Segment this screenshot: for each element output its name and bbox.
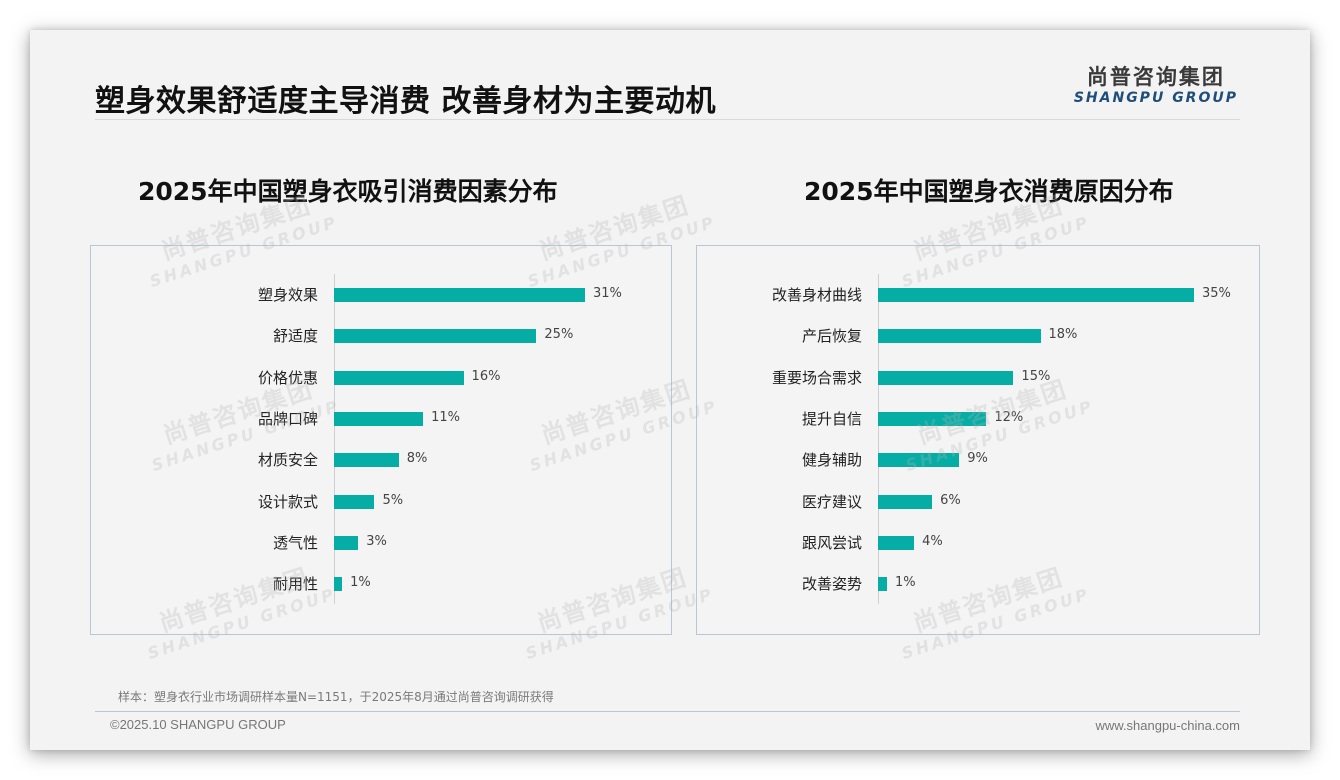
category-label: 舒适度 [272,327,318,346]
y-axis-line [334,274,335,604]
value-label: 8% [406,451,428,467]
company-logo: 尚普咨询集团 SHANGPU GROUP [1074,64,1238,106]
value-label: 5% [382,492,404,508]
category-label: 耐用性 [272,575,318,594]
bar [878,577,888,592]
value-label: 18% [1048,327,1078,343]
value-label: 4% [922,533,943,549]
bar [334,370,464,385]
bar-row: 材质安全 8% [91,439,671,480]
bar-row: 改善身材曲线 35% [697,274,1259,315]
bar [334,577,343,592]
logo-english: SHANGPU GROUP [1073,90,1238,106]
bar [334,494,375,509]
bar-row: 医疗建议 6% [697,481,1259,522]
value-label: 1% [895,575,916,591]
value-label: 12% [994,409,1024,425]
value-label: 16% [471,368,501,384]
chart-left: 塑身效果 31% 舒适度 25% 价格优惠 16% 品牌口碑 11% 材质安全 8% 设计款式 5% 透… [90,245,672,635]
bar-row: 耐用性 1% [91,563,671,604]
value-label: 11% [431,409,460,425]
bar-row: 价格优惠 16% [91,357,671,398]
bar [878,535,915,550]
bar-row: 品牌口碑 11% [91,398,671,439]
category-label: 材质安全 [257,451,318,470]
website-link[interactable]: www.shangpu-china.com [1095,718,1240,733]
sample-note: 样本：塑身衣行业市场调研样本量N=1151，于2025年8月通过尚普咨询调研获得 [118,690,554,704]
value-label: 25% [544,327,574,343]
bar [334,535,359,550]
bar-row: 提升自信 12% [697,398,1259,439]
category-label: 提升自信 [801,409,862,428]
bar-row: 跟风尝试 4% [697,522,1259,563]
category-label: 设计款式 [257,492,318,511]
value-label: 15% [1021,368,1051,384]
bar [878,494,933,509]
bar-row: 塑身效果 31% [91,274,671,315]
chart-title-left: 2025年中国塑身衣吸引消费因素分布 [138,177,558,206]
title-divider [95,119,1240,120]
slide: 塑身效果舒适度主导消费 改善身材为主要动机 尚普咨询集团 SHANGPU GRO… [30,30,1310,750]
bar [334,411,424,426]
bar-row: 产后恢复 18% [697,315,1259,356]
bar [334,453,399,468]
logo-chinese: 尚普咨询集团 [1086,65,1225,89]
category-label: 价格优惠 [257,368,318,387]
category-label: 透气性 [272,533,318,552]
bar-row: 透气性 3% [91,522,671,563]
value-label: 9% [967,451,988,467]
category-label: 改善姿势 [801,575,862,594]
bar-row: 舒适度 25% [91,315,671,356]
category-label: 塑身效果 [257,286,318,304]
value-label: 31% [593,286,622,301]
category-label: 产后恢复 [801,327,862,346]
y-axis-line [878,274,879,604]
bar [878,329,1041,344]
page-title: 塑身效果舒适度主导消费 改善身材为主要动机 [95,84,716,119]
value-label: 3% [366,533,387,549]
copyright: ©2025.10 SHANGPU GROUP [110,717,286,732]
bar [878,453,960,468]
category-label: 健身辅助 [801,451,862,470]
bar-row: 重要场合需求 15% [697,357,1259,398]
category-label: 跟风尝试 [801,533,862,552]
bar [878,370,1014,385]
chart-title-right: 2025年中国塑身衣消费原因分布 [804,177,1174,206]
value-label: 6% [940,492,961,508]
bar-row: 健身辅助 9% [697,439,1259,480]
bar [334,329,537,344]
value-label: 1% [350,575,371,591]
bar [878,288,1194,302]
category-label: 重要场合需求 [771,368,862,387]
category-label: 改善身材曲线 [771,286,862,304]
category-label: 医疗建议 [801,492,862,511]
category-label: 品牌口碑 [257,409,318,428]
bar [334,288,585,302]
footer-divider [95,711,1240,712]
bar [878,411,987,426]
bar-row: 改善姿势 1% [697,563,1259,604]
bar-row: 设计款式 5% [91,481,671,522]
value-label: 35% [1202,286,1231,301]
chart-right: 改善身材曲线 35% 产后恢复 18% 重要场合需求 15% 提升自信 12% 健身辅助 9% 医疗… [696,245,1260,635]
